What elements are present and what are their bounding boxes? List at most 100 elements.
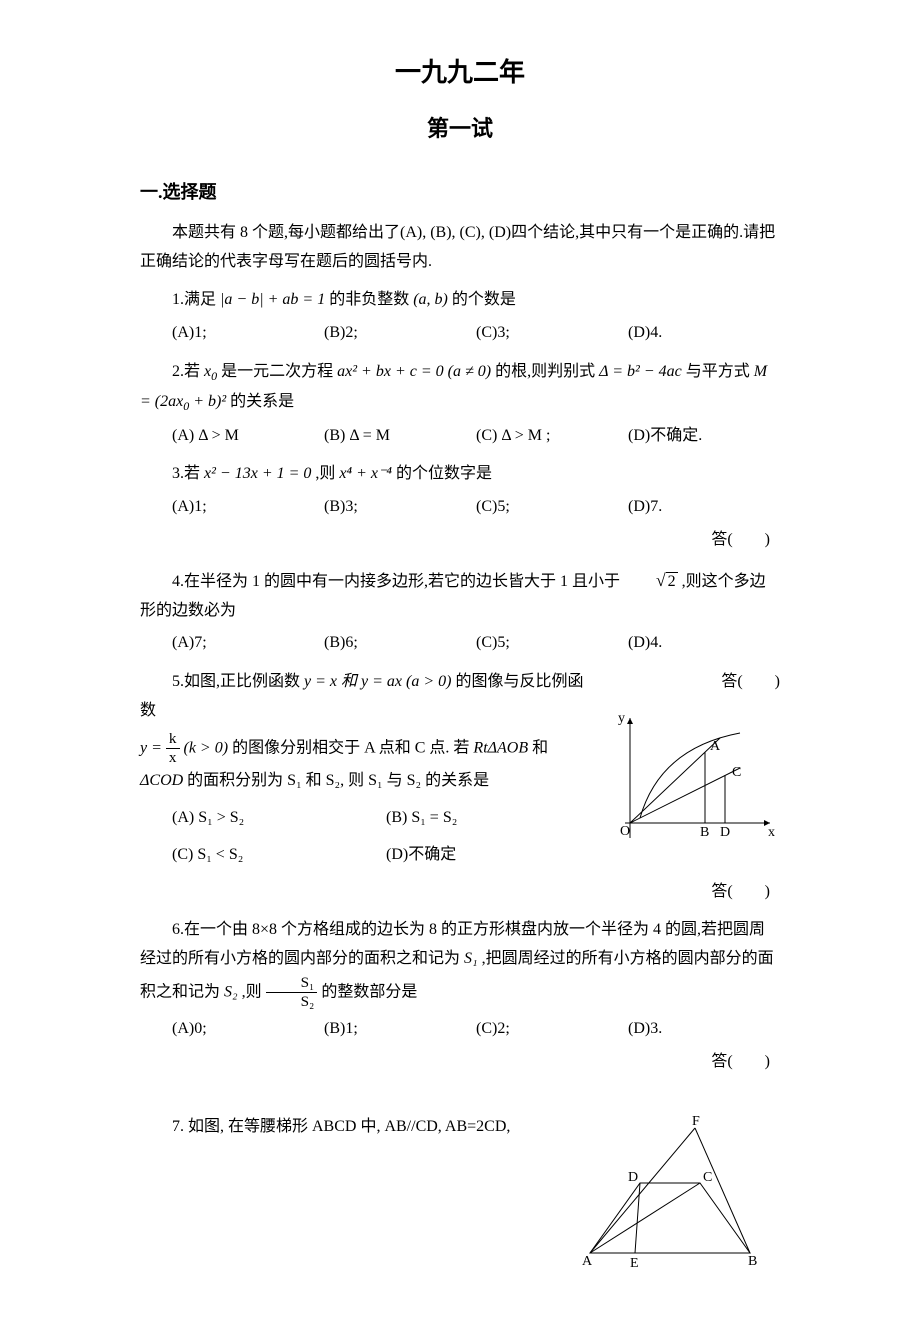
q5-opt-d: (D)不确定 bbox=[386, 841, 600, 870]
q7-figure: A B C D E F bbox=[570, 1113, 770, 1273]
q5-answer-blank: 答( ) bbox=[140, 878, 780, 907]
q5-options: (A) S₁ > S₂ (B) S₁ = S₂ (C) S₁ < S₂ (D)不… bbox=[172, 800, 600, 874]
q1-options: (A)1; (B)2; (C)3; (D)4. bbox=[172, 319, 780, 348]
q7-text: 7. 如图, 在等腰梯形 ABCD 中, AB//CD, AB=2CD, bbox=[140, 1113, 560, 1142]
q2-mid3: 与平方式 bbox=[686, 363, 750, 380]
q6-s2: S₂ bbox=[224, 983, 238, 1000]
q4-options: (A)7; (B)6; (C)5; (D)4. bbox=[172, 629, 780, 658]
line-ac-icon bbox=[590, 1183, 700, 1253]
q4-opt-d: (D)4. bbox=[628, 629, 780, 658]
q6-answer-blank: 答( ) bbox=[140, 1048, 780, 1077]
q6-s1: S₁ bbox=[464, 950, 478, 967]
q6-opt-c: (C)2; bbox=[476, 1015, 628, 1044]
q6-mid3: ,则 bbox=[242, 983, 262, 1000]
q3-eq: x² − 13x + 1 = 0 bbox=[204, 465, 311, 482]
q5-opt-a: (A) S₁ > S₂ bbox=[172, 804, 386, 833]
q3-opt-a: (A)1; bbox=[172, 493, 324, 522]
q2-opt-c: (C) Δ > M ; bbox=[476, 422, 628, 451]
q2-x0: x0 bbox=[204, 363, 217, 380]
q1-opt-a: (A)1; bbox=[172, 319, 324, 348]
q5-l3-mid: 的面积分别为 S₁ 和 S₂, 则 S₁ 与 S₂ 的关系是 bbox=[187, 772, 489, 789]
q5-l2-pre: y = bbox=[140, 739, 166, 756]
q1-opt-b: (B)2; bbox=[324, 319, 476, 348]
q6-options: (A)0; (B)1; (C)2; (D)3. bbox=[172, 1015, 780, 1044]
label-B: B bbox=[700, 825, 709, 840]
q1-mid: 的非负整数 bbox=[329, 291, 409, 308]
q2-options: (A) Δ > M (B) Δ = M (C) Δ > M ; (D)不确定. bbox=[172, 422, 780, 451]
q1-post: 的个数是 bbox=[452, 291, 516, 308]
line-af-icon bbox=[590, 1128, 695, 1253]
q1-expr: |a − b| + ab = 1 bbox=[220, 291, 325, 308]
q2-pre: 2.若 bbox=[172, 363, 200, 380]
q5-opt-c: (C) S₁ < S₂ bbox=[172, 841, 386, 870]
label-F: F bbox=[692, 1114, 700, 1129]
q4-text: 4.在半径为 1 的圆中有一内接多边形,若它的边长皆大于 1 且小于 √2 ,则… bbox=[140, 565, 780, 626]
intro-paragraph: 本题共有 8 个题,每小题都给出了(A), (B), (C), (D)四个结论,… bbox=[140, 219, 780, 277]
label-y: y bbox=[618, 711, 625, 726]
q2-eq1: ax² + bx + c = 0 (a ≠ 0) bbox=[337, 363, 491, 380]
q3-text: 3.若 x² − 13x + 1 = 0 ,则 x⁴ + x⁻⁴ 的个位数字是 bbox=[140, 460, 780, 489]
q2-post: 的关系是 bbox=[230, 393, 294, 410]
q3-opt-d: (D)7. bbox=[628, 493, 780, 522]
title-main: 一九九二年 bbox=[140, 50, 780, 97]
q1-text: 1.满足 |a − b| + ab = 1 的非负整数 (a, b) 的个数是 bbox=[140, 286, 780, 315]
q6-text: 6.在一个由 8×8 个方格组成的边长为 8 的正方形棋盘内放一个半径为 4 的… bbox=[140, 916, 780, 1011]
q7-block: 7. 如图, 在等腰梯形 ABCD 中, AB//CD, AB=2CD, A B… bbox=[140, 1113, 780, 1273]
q5-block: 答( ) 5.如图,正比例函数 y = x 和 y = ax (a > 0) 的… bbox=[140, 668, 780, 873]
trapezoid-icon bbox=[590, 1183, 750, 1253]
title-sub: 第一试 bbox=[140, 109, 780, 149]
q6-opt-b: (B)1; bbox=[324, 1015, 476, 1044]
q2-mid2: 的根,则判别式 bbox=[495, 363, 595, 380]
q3-mid: ,则 bbox=[315, 465, 335, 482]
q4-opt-b: (B)6; bbox=[324, 629, 476, 658]
q6-post: 的整数部分是 bbox=[321, 983, 417, 1000]
q3-opt-c: (C)5; bbox=[476, 493, 628, 522]
q3-expr: x⁴ + x⁻⁴ bbox=[339, 465, 392, 482]
q5-rt: RtΔAOB bbox=[473, 739, 528, 756]
label-O: O bbox=[620, 824, 630, 839]
q4-answer-blank: 答( ) bbox=[721, 668, 780, 697]
q2-opt-d: (D)不确定. bbox=[628, 422, 780, 451]
q6-pre: 6.在一个由 bbox=[172, 921, 248, 938]
label-E: E bbox=[630, 1256, 639, 1271]
q6-grid: 8×8 bbox=[252, 921, 277, 938]
q5-l2-post: 的图像分别相交于 A 点和 C 点. 若 bbox=[232, 739, 469, 756]
line-bf-icon bbox=[695, 1128, 750, 1253]
label-B: B bbox=[748, 1254, 757, 1269]
q3-opt-b: (B)3; bbox=[324, 493, 476, 522]
q2-opt-a: (A) Δ > M bbox=[172, 422, 324, 451]
label-A: A bbox=[710, 739, 721, 754]
label-C: C bbox=[703, 1170, 712, 1185]
q5-l3-pre: ΔCOD bbox=[140, 772, 183, 789]
sqrt-icon: √2 bbox=[624, 565, 678, 597]
label-D: D bbox=[628, 1170, 638, 1185]
q2-delta: Δ = b² − 4ac bbox=[599, 363, 682, 380]
q3-post: 的个位数字是 bbox=[396, 465, 492, 482]
q5-figure: O A C B D x y bbox=[610, 708, 780, 848]
fraction-icon: k x bbox=[166, 730, 180, 767]
line-de-icon bbox=[635, 1183, 640, 1253]
line-yax-icon bbox=[630, 738, 720, 823]
q4-opt-a: (A)7; bbox=[172, 629, 324, 658]
fraction-icon: S₁ S₂ bbox=[266, 974, 318, 1011]
q6-opt-a: (A)0; bbox=[172, 1015, 324, 1044]
q5-fn1: y = x 和 y = ax (a > 0) bbox=[304, 673, 451, 690]
line-yx-icon bbox=[630, 768, 740, 823]
q5-l2-tail: 和 bbox=[532, 739, 548, 756]
q6-opt-d: (D)3. bbox=[628, 1015, 780, 1044]
q2-text: 2.若 x0 是一元二次方程 ax² + bx + c = 0 (a ≠ 0) … bbox=[140, 358, 780, 418]
q5-l1-pre: 5.如图,正比例函数 bbox=[172, 673, 300, 690]
label-x: x bbox=[768, 825, 775, 840]
q1-pre: 1.满足 bbox=[172, 291, 216, 308]
q5-opt-b: (B) S₁ = S₂ bbox=[386, 804, 600, 833]
q1-opt-c: (C)3; bbox=[476, 319, 628, 348]
q5-line1: 5.如图,正比例函数 y = x 和 y = ax (a > 0) 的图像与反比… bbox=[140, 668, 600, 726]
q1-pair: (a, b) bbox=[413, 291, 448, 308]
q2-mid1: 是一元二次方程 bbox=[221, 363, 333, 380]
q5-line2: y = k x (k > 0) 的图像分别相交于 A 点和 C 点. 若 RtΔ… bbox=[140, 730, 600, 767]
section-heading: 一.选择题 bbox=[140, 176, 780, 208]
q3-options: (A)1; (B)3; (C)5; (D)7. bbox=[172, 493, 780, 522]
q5-l2-mid: (k > 0) bbox=[184, 739, 229, 756]
q4-opt-c: (C)5; bbox=[476, 629, 628, 658]
q5-line3: ΔCOD 的面积分别为 S₁ 和 S₂, 则 S₁ 与 S₂ 的关系是 bbox=[140, 767, 600, 796]
